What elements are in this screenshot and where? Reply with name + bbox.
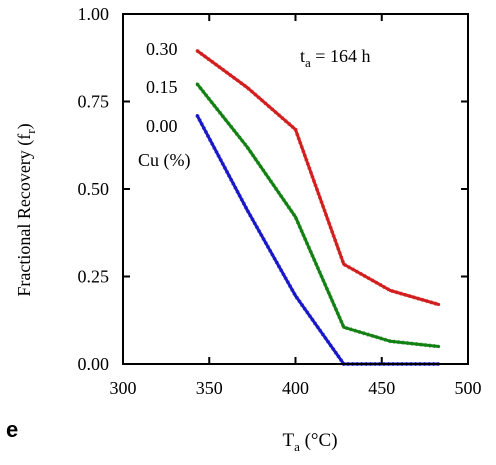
y-axis-label-close: ) <box>14 123 35 129</box>
ticks-layer: 300 350 400 450 500 0.00 0.25 0.50 0.75 1.00 <box>78 4 482 398</box>
plot-frame <box>122 13 469 365</box>
x-axis-label-unit: (°C) <box>300 430 338 451</box>
y-tick-label-0.75: 0.75 <box>78 92 110 112</box>
point-0.30-343 <box>195 49 199 53</box>
x-axis-label-main: T <box>282 430 294 451</box>
x-axis-label: Ta (°C) <box>282 430 337 454</box>
series-dots-0.15 <box>195 82 439 349</box>
point-0.15-400 <box>294 215 297 219</box>
annotation: ta = 164 h <box>300 46 370 70</box>
y-tick-label-0.50: 0.50 <box>78 179 110 199</box>
x-tick-label-350: 350 <box>196 378 223 398</box>
annotation-suffix: = 164 h <box>311 46 371 66</box>
y-tick-label-1.00: 1.00 <box>78 4 110 24</box>
y-axis-label-sub: r <box>23 129 38 134</box>
series-label-0.15: 0.15 <box>146 77 178 97</box>
point-0.15-372 <box>245 145 249 149</box>
y-tick-label-0.25: 0.25 <box>78 267 110 287</box>
series-label-0.00: 0.00 <box>146 116 178 136</box>
y-tick-label-0.00: 0.00 <box>78 354 110 374</box>
point-0.00-372 <box>245 208 249 212</box>
x-tick-label-500: 500 <box>455 378 482 398</box>
legend-title: Cu (%) <box>138 150 191 171</box>
point-0.15-428 <box>342 325 346 329</box>
point-0.00-343 <box>195 114 199 117</box>
x-axis-label-sub: a <box>294 439 300 454</box>
x-tick-label-300: 300 <box>110 378 137 398</box>
series-dots-0.00 <box>195 114 439 366</box>
y-axis-label-main: Fractional Recovery (f <box>14 134 35 297</box>
point-0.30-483 <box>437 303 441 306</box>
point-0.15-483 <box>437 345 441 348</box>
series-line-0.30 <box>196 49 440 306</box>
point-0.15-343 <box>195 82 199 86</box>
x-tick-label-450: 450 <box>368 378 395 398</box>
panel-label: e <box>6 417 18 442</box>
point-0.30-400 <box>294 128 297 131</box>
point-0.30-428 <box>342 262 346 266</box>
series-line-0.15 <box>196 83 439 348</box>
annotation-sub: a <box>305 55 311 70</box>
point-0.30-372 <box>245 86 249 89</box>
series-label-0.30: 0.30 <box>146 39 178 59</box>
y-axis-label: Fractional Recovery (fr) <box>14 123 38 296</box>
point-0.30-455 <box>388 289 392 292</box>
annotation-prefix: t <box>300 46 305 66</box>
x-tick-label-400: 400 <box>282 378 309 398</box>
point-0.15-455 <box>388 339 392 343</box>
series-layer <box>195 49 441 366</box>
point-0.00-400 <box>294 294 297 298</box>
